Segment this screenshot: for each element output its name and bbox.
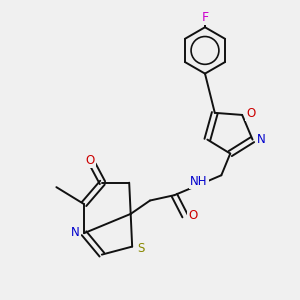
Text: O: O [246,107,256,120]
Text: O: O [85,154,94,167]
Text: NH: NH [190,175,208,188]
Text: S: S [137,242,144,256]
Text: O: O [188,208,197,222]
Text: N: N [257,133,266,146]
Text: F: F [201,11,208,24]
Text: N: N [71,226,80,238]
